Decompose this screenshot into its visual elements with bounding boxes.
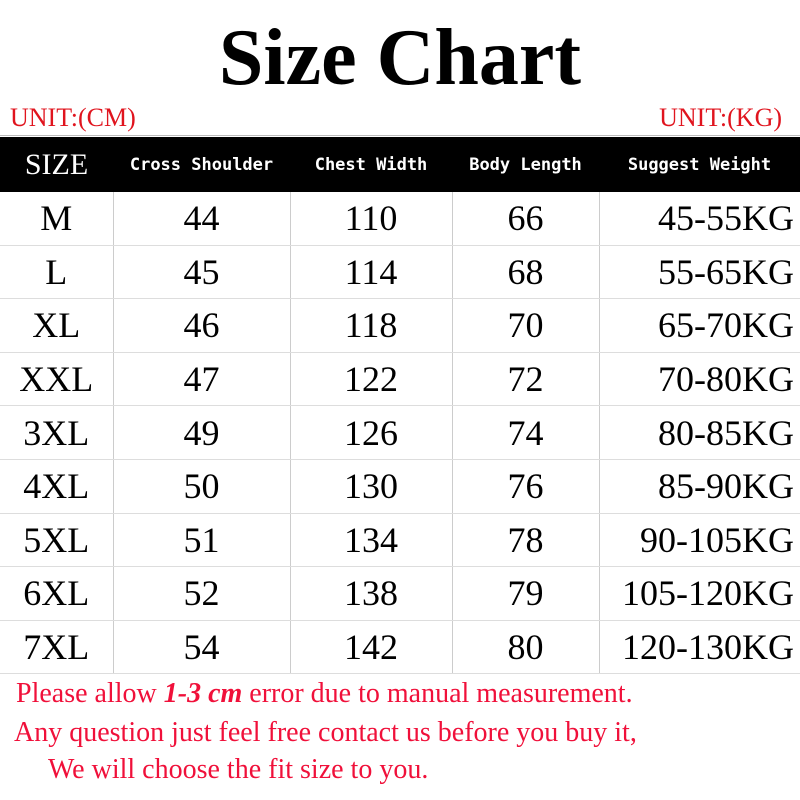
cell-cross-shoulder: 50 [112,459,290,514]
table-row: 5XL 51 134 78 90-105KG [0,513,800,568]
cell-size: 6XL [0,566,113,621]
table-row: 7XL 54 142 80 120-130KG [0,620,800,675]
cell-chest-width: 114 [289,245,452,300]
cell-suggest-weight: 70-80KG [598,352,800,407]
cell-suggest-weight: 85-90KG [598,459,800,514]
cell-cross-shoulder: 51 [112,513,290,568]
cell-body-length: 79 [451,566,599,621]
cell-suggest-weight: 90-105KG [598,513,800,568]
cell-chest-width: 130 [289,459,452,514]
cell-chest-width: 142 [289,620,452,675]
cell-chest-width: 110 [289,192,452,246]
cell-chest-width: 126 [289,405,452,460]
table-row: XL 46 118 70 65-70KG [0,298,800,353]
cell-suggest-weight: 55-65KG [598,245,800,300]
cell-body-length: 80 [451,620,599,675]
table-row: 6XL 52 138 79 105-120KG [0,566,800,621]
cell-suggest-weight: 45-55KG [598,192,800,246]
cell-body-length: 66 [451,192,599,246]
cell-size: XL [0,298,113,353]
cell-cross-shoulder: 54 [112,620,290,675]
cell-body-length: 70 [451,298,599,353]
cell-cross-shoulder: 47 [112,352,290,407]
header-cross-shoulder: Cross Shoulder [113,137,290,192]
cell-cross-shoulder: 45 [112,245,290,300]
cell-chest-width: 118 [289,298,452,353]
note-tolerance: 1-3 cm [163,678,243,709]
cell-size: 3XL [0,405,113,460]
cell-chest-width: 134 [289,513,452,568]
table-row: 3XL 49 126 74 80-85KG [0,405,800,460]
cell-suggest-weight: 120-130KG [598,620,800,675]
note-text: Please allow [16,678,164,709]
cell-cross-shoulder: 49 [112,405,290,460]
unit-cm-label: UNIT:(CM) [10,103,136,132]
table-row: 4XL 50 130 76 85-90KG [0,459,800,514]
note-text: error due to manual measurement. [242,678,633,709]
cell-chest-width: 122 [289,352,452,407]
page-title: Size Chart [218,14,582,102]
cell-cross-shoulder: 52 [112,566,290,621]
divider [0,135,800,136]
table-row: M 44 110 66 45-55KG [0,192,800,246]
note-line-2: Any question just feel free contact us b… [14,717,637,748]
note-line-1: Please allow 1-3 cm error due to manual … [16,676,633,712]
table-row: XXL 47 122 72 70-80KG [0,352,800,407]
cell-size: L [0,245,113,300]
cell-body-length: 68 [451,245,599,300]
size-table: SIZE Cross Shoulder Chest Width Body Len… [0,137,800,675]
header-chest-width: Chest Width [290,137,452,192]
cell-body-length: 78 [451,513,599,568]
cell-body-length: 72 [451,352,599,407]
cell-size: 5XL [0,513,113,568]
header-body-length: Body Length [452,137,599,192]
cell-cross-shoulder: 46 [112,298,290,353]
header-size: SIZE [0,137,113,192]
cell-body-length: 76 [451,459,599,514]
cell-suggest-weight: 65-70KG [598,298,800,353]
cell-cross-shoulder: 44 [112,192,290,246]
cell-body-length: 74 [451,405,599,460]
header-row: SIZE Cross Shoulder Chest Width Body Len… [0,137,800,192]
note-line-3: We will choose the fit size to you. [48,754,429,785]
header-suggest-weight: Suggest Weight [599,137,800,192]
cell-size: M [0,192,113,246]
unit-kg-label: UNIT:(KG) [659,103,782,132]
cell-size: 4XL [0,459,113,514]
cell-suggest-weight: 105-120KG [598,566,800,621]
cell-size: 7XL [0,620,113,675]
cell-suggest-weight: 80-85KG [598,405,800,460]
cell-size: XXL [0,352,113,407]
table-row: L 45 114 68 55-65KG [0,245,800,300]
cell-chest-width: 138 [289,566,452,621]
